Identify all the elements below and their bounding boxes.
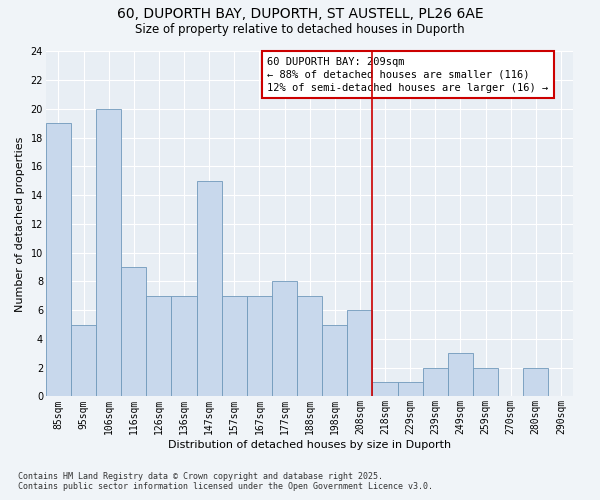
Bar bbox=[222, 296, 247, 396]
Bar bbox=[523, 368, 548, 396]
Bar bbox=[272, 282, 297, 397]
Bar bbox=[247, 296, 272, 396]
Bar bbox=[448, 354, 473, 397]
Bar bbox=[322, 324, 347, 396]
Text: Size of property relative to detached houses in Duporth: Size of property relative to detached ho… bbox=[135, 22, 465, 36]
Bar bbox=[197, 181, 222, 396]
Bar bbox=[473, 368, 498, 396]
Y-axis label: Number of detached properties: Number of detached properties bbox=[15, 136, 25, 312]
Bar bbox=[172, 296, 197, 396]
Text: Contains public sector information licensed under the Open Government Licence v3: Contains public sector information licen… bbox=[18, 482, 433, 491]
Bar bbox=[71, 324, 96, 396]
Bar bbox=[121, 267, 146, 396]
Bar bbox=[423, 368, 448, 396]
Bar bbox=[46, 124, 71, 396]
Bar bbox=[297, 296, 322, 396]
Bar bbox=[96, 109, 121, 397]
X-axis label: Distribution of detached houses by size in Duporth: Distribution of detached houses by size … bbox=[168, 440, 451, 450]
Text: 60 DUPORTH BAY: 209sqm
← 88% of detached houses are smaller (116)
12% of semi-de: 60 DUPORTH BAY: 209sqm ← 88% of detached… bbox=[268, 56, 548, 93]
Bar bbox=[398, 382, 423, 396]
Bar bbox=[347, 310, 373, 396]
Bar bbox=[373, 382, 398, 396]
Text: Contains HM Land Registry data © Crown copyright and database right 2025.: Contains HM Land Registry data © Crown c… bbox=[18, 472, 383, 481]
Bar bbox=[146, 296, 172, 396]
Text: 60, DUPORTH BAY, DUPORTH, ST AUSTELL, PL26 6AE: 60, DUPORTH BAY, DUPORTH, ST AUSTELL, PL… bbox=[116, 8, 484, 22]
